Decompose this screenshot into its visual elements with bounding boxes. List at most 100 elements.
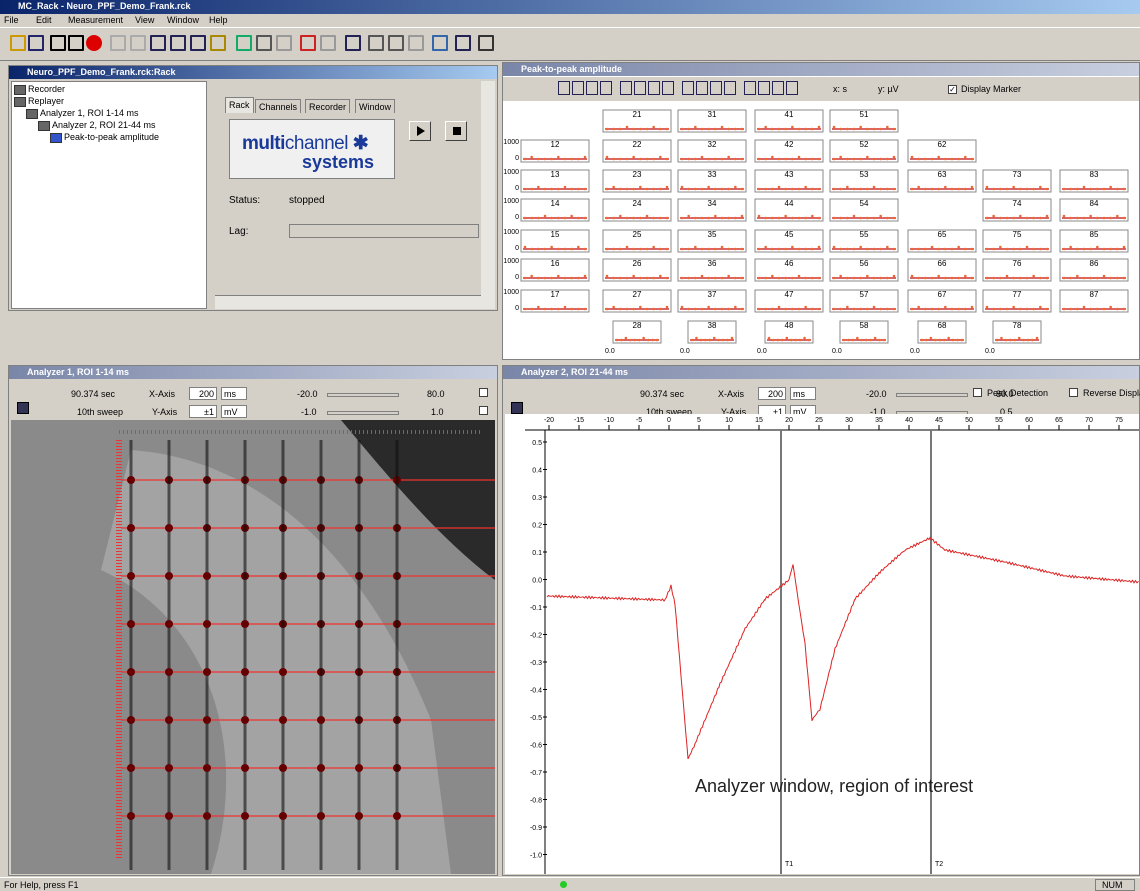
- peak-tool-button[interactable]: [758, 81, 770, 95]
- y-unit-field[interactable]: mV: [221, 405, 247, 418]
- play-button[interactable]: [409, 121, 431, 141]
- channel-dot: [852, 307, 856, 311]
- h-scrollbar[interactable]: [215, 295, 481, 309]
- channel-dot: [764, 245, 767, 249]
- x-range-field[interactable]: 200: [758, 387, 786, 400]
- channel-dot: [687, 157, 690, 161]
- y-slider[interactable]: [327, 411, 399, 415]
- tree-item[interactable]: Peak-to-peak amplitude: [64, 132, 160, 142]
- toolbar-button[interactable]: [256, 35, 272, 51]
- channel-dot: [832, 157, 836, 161]
- channel-dot: [910, 187, 914, 191]
- tab[interactable]: Rack: [225, 97, 254, 113]
- peak-detection-checkbox[interactable]: [973, 388, 982, 397]
- x-unit-field[interactable]: ms: [221, 387, 247, 400]
- electrode: [127, 620, 135, 628]
- channel-dot: [886, 276, 889, 280]
- toolbar-button[interactable]: [130, 35, 146, 51]
- toolbar-button[interactable]: [320, 35, 336, 51]
- tree-item[interactable]: Replayer: [28, 96, 65, 106]
- menu-item[interactable]: Window: [167, 15, 200, 25]
- peak-window: Peak-to-peak amplitude x: s y: µV ✓ Disp…: [502, 62, 1140, 360]
- tree-item[interactable]: Analyzer 2, ROI 21-44 ms: [52, 120, 156, 130]
- peak-tool-button[interactable]: [696, 81, 708, 95]
- y-tick-label: -0.7: [530, 770, 542, 777]
- channel-dot: [1082, 247, 1086, 251]
- toolbar-button[interactable]: [408, 35, 424, 51]
- v-scrollbar[interactable]: [481, 81, 495, 309]
- channel-dot: [1032, 216, 1035, 220]
- stop-button[interactable]: [445, 121, 467, 141]
- menu-item[interactable]: View: [135, 15, 155, 25]
- channel-dot: [550, 307, 553, 311]
- channel-dot: [714, 157, 717, 161]
- channel-label: 34: [708, 199, 717, 208]
- channel-dot: [985, 185, 989, 189]
- peak-tool-button[interactable]: [600, 81, 612, 95]
- status-bar: For Help, press F1 NUM: [0, 877, 1140, 891]
- x-range-field[interactable]: 200: [189, 387, 217, 400]
- peak-tool-button[interactable]: [724, 81, 736, 95]
- tree-item[interactable]: Analyzer 1, ROI 1-14 ms: [40, 108, 139, 118]
- y-range-field[interactable]: ±1: [189, 405, 217, 418]
- toolbar-button[interactable]: [86, 35, 102, 51]
- toolbar-button[interactable]: [478, 35, 494, 51]
- tree-item[interactable]: Recorder: [28, 84, 66, 94]
- x-slider[interactable]: [327, 393, 399, 397]
- checkbox[interactable]: [479, 388, 488, 397]
- toolbar-button[interactable]: [455, 35, 471, 51]
- peak-tool-button[interactable]: [710, 81, 722, 95]
- peak-tool-button[interactable]: [682, 81, 694, 95]
- x-unit-field[interactable]: ms: [790, 387, 816, 400]
- roi-marker-label: T1: [785, 861, 793, 868]
- channel-dot: [1089, 276, 1092, 280]
- peak-tool-button[interactable]: [558, 81, 570, 95]
- peak-tool-button[interactable]: [586, 81, 598, 95]
- menu-item[interactable]: Edit: [36, 15, 52, 25]
- toolbar-button[interactable]: [150, 35, 166, 51]
- channel-dot: [632, 127, 635, 131]
- channel-dot: [665, 276, 669, 280]
- menu-item[interactable]: File: [4, 15, 19, 25]
- toolbar-button[interactable]: [110, 35, 126, 51]
- peak-tool-button[interactable]: [744, 81, 756, 95]
- toolbar-button[interactable]: [388, 35, 404, 51]
- time-label: 90.374 sec: [71, 389, 116, 399]
- toolbar-button[interactable]: [236, 35, 252, 51]
- tab[interactable]: Recorder: [305, 99, 351, 113]
- peak-tool-button[interactable]: [662, 81, 674, 95]
- menu-item[interactable]: Measurement: [68, 15, 124, 25]
- peak-tool-button[interactable]: [648, 81, 660, 95]
- peak-tool-button[interactable]: [786, 81, 798, 95]
- toolbar-button[interactable]: [68, 35, 84, 51]
- toolbar-button[interactable]: [432, 35, 448, 51]
- checkbox[interactable]: [479, 406, 488, 415]
- channel-dot: [772, 338, 775, 342]
- x-slider[interactable]: [896, 393, 968, 397]
- menu-item[interactable]: Help: [209, 15, 228, 25]
- toolbar-button[interactable]: [170, 35, 186, 51]
- toolbar-button[interactable]: [10, 35, 26, 51]
- toolbar-button[interactable]: [190, 35, 206, 51]
- display-marker-checkbox[interactable]: ✓: [948, 85, 957, 94]
- toolbar-button[interactable]: [210, 35, 226, 51]
- toolbar-button[interactable]: [300, 35, 316, 51]
- peak-tool-button[interactable]: [572, 81, 584, 95]
- y-top-label: 1000: [503, 258, 519, 265]
- channel-dot: [700, 274, 704, 278]
- reverse-display-checkbox[interactable]: [1069, 388, 1078, 397]
- peak-tool-button[interactable]: [634, 81, 646, 95]
- save-button[interactable]: [17, 402, 29, 414]
- analyzer1-title-bar: Analyzer 1, ROI 1-14 ms: [9, 366, 497, 379]
- tab[interactable]: Channels: [255, 99, 302, 113]
- save-button[interactable]: [511, 402, 523, 414]
- channel-dot: [1031, 338, 1034, 342]
- toolbar-button[interactable]: [28, 35, 44, 51]
- toolbar-button[interactable]: [50, 35, 66, 51]
- peak-tool-button[interactable]: [772, 81, 784, 95]
- toolbar-button[interactable]: [276, 35, 292, 51]
- toolbar-button[interactable]: [345, 35, 361, 51]
- tab[interactable]: Window: [355, 99, 396, 113]
- toolbar-button[interactable]: [368, 35, 384, 51]
- peak-tool-button[interactable]: [620, 81, 632, 95]
